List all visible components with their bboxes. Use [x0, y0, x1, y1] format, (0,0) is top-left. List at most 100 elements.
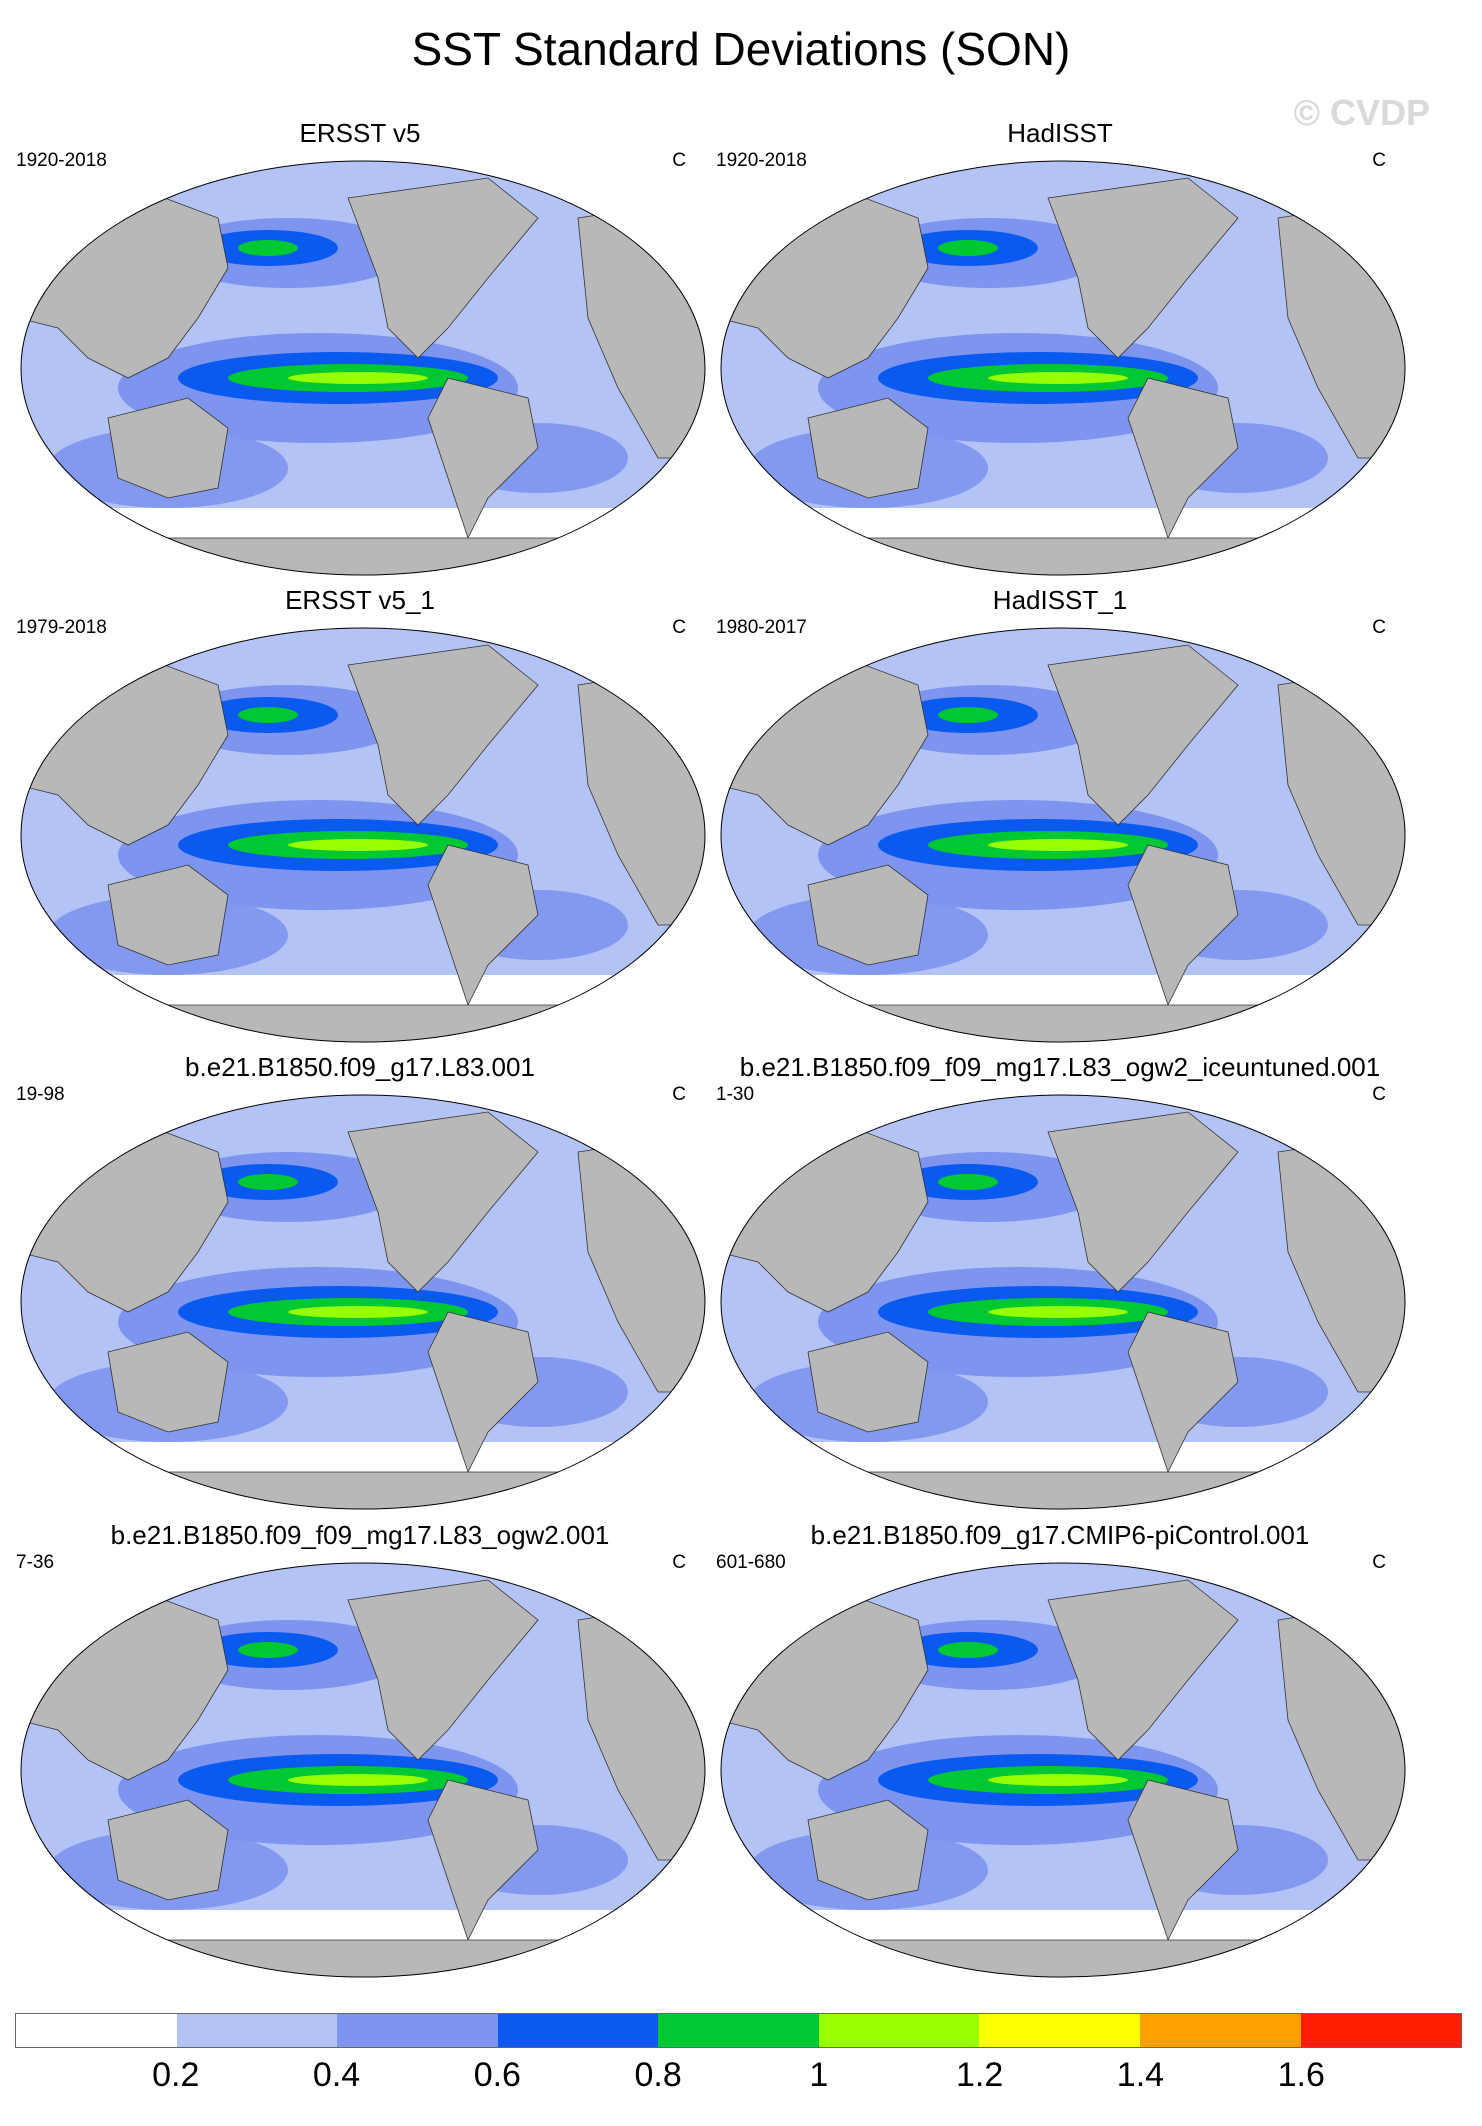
colorbar-label: 0.6	[473, 2056, 521, 2094]
colorbar-swatch	[818, 2014, 980, 2047]
cvdp-watermark: © CVDP	[1293, 92, 1430, 133]
panel-period: 1979-2018	[16, 617, 107, 638]
map-outline	[20, 627, 706, 1043]
map-panel: b.e21.B1850.f09_g17.L83.001 19-98 C	[10, 1052, 710, 1522]
north-america-landmass	[347, 177, 539, 359]
antarctica-landmass	[21, 1471, 705, 1509]
map-panel: ERSST v5_1 1979-2018 C	[10, 585, 710, 1055]
panel-units: C	[672, 1084, 686, 1105]
australia-landmass	[807, 397, 929, 499]
south-america-landmass	[1127, 377, 1239, 540]
world-map	[720, 1562, 1406, 1978]
colorbar-label: 1.2	[956, 2056, 1004, 2094]
southern-ocean-low	[721, 1442, 1405, 1472]
world-map	[20, 1094, 706, 1510]
panel-title: b.e21.B1850.f09_g17.L83.001	[185, 1052, 535, 1082]
southern-ocean-low	[21, 508, 705, 538]
australia-landmass	[107, 1799, 229, 1901]
colorbar	[15, 2013, 1462, 2048]
southern-ocean-low	[721, 975, 1405, 1005]
world-map	[720, 1094, 1406, 1510]
map-outline	[20, 1562, 706, 1978]
map-outline	[20, 1094, 706, 1510]
panel-title: ERSST v5_1	[285, 585, 435, 615]
panel-title: HadISST	[1007, 118, 1113, 148]
south-america-landmass	[1127, 1311, 1239, 1474]
panel-period: 601-680	[716, 1552, 786, 1573]
antarctica-landmass	[21, 1004, 705, 1042]
panel-title: HadISST_1	[992, 585, 1128, 615]
panel-period: 1920-2018	[16, 150, 107, 171]
panel-units: C	[672, 1552, 686, 1573]
world-map	[20, 1562, 706, 1978]
map-outline	[720, 1562, 1406, 1978]
map-outline	[720, 1094, 1406, 1510]
world-map	[720, 160, 1406, 576]
panel-period: 1-30	[716, 1084, 755, 1105]
australia-landmass	[107, 397, 229, 499]
australia-landmass	[807, 864, 929, 966]
north-america-landmass	[347, 1579, 539, 1761]
colorbar-swatch	[497, 2014, 659, 2047]
panel-title: b.e21.B1850.f09_g17.CMIP6-piControl.001	[810, 1520, 1310, 1550]
south-america-landmass	[427, 844, 539, 1007]
map-outline	[720, 627, 1406, 1043]
map-panel: ERSST v5 1920-2018 C	[10, 118, 710, 588]
panel-units: C	[1372, 1084, 1386, 1105]
map-panel: HadISST 1920-2018 C	[710, 118, 1410, 588]
map-panel: HadISST_1 1980-2017 C	[710, 585, 1410, 1055]
southern-ocean-low	[21, 1910, 705, 1940]
panel-units: C	[1372, 617, 1386, 638]
colorbar-label: 0.2	[152, 2056, 200, 2094]
australia-landmass	[107, 864, 229, 966]
world-map	[20, 160, 706, 576]
colorbar-swatch	[1139, 2014, 1301, 2047]
panel-period: 1920-2018	[716, 150, 807, 171]
antarctica-landmass	[721, 537, 1405, 575]
colorbar-swatch	[16, 2014, 177, 2047]
south-america-landmass	[1127, 844, 1239, 1007]
figure-title: SST Standard Deviations (SON)	[411, 23, 1071, 75]
panel-units: C	[1372, 1552, 1386, 1573]
southern-ocean-low	[21, 975, 705, 1005]
antarctica-landmass	[721, 1004, 1405, 1042]
north-america-landmass	[347, 644, 539, 826]
south-america-landmass	[427, 1311, 539, 1474]
antarctica-landmass	[21, 537, 705, 575]
panel-title: b.e21.B1850.f09_f09_mg17.L83_ogw2_iceunt…	[739, 1052, 1381, 1082]
panel-period: 7-36	[16, 1552, 55, 1573]
panel-period: 1980-2017	[716, 617, 807, 638]
colorbar-label: 1	[809, 2056, 829, 2094]
map-panel: b.e21.B1850.f09_g17.CMIP6-piControl.001 …	[710, 1520, 1410, 1990]
map-panel: b.e21.B1850.f09_f09_mg17.L83_ogw2_iceunt…	[710, 1052, 1410, 1522]
panel-units: C	[1372, 150, 1386, 171]
panel-units: C	[672, 150, 686, 171]
north-america-landmass	[347, 1111, 539, 1293]
north-america-landmass	[1047, 1111, 1239, 1293]
colorbar-swatch	[658, 2014, 819, 2047]
southern-ocean-low	[21, 1442, 705, 1472]
panel-title: b.e21.B1850.f09_f09_mg17.L83_ogw2.001	[110, 1520, 610, 1550]
colorbar-swatch	[1300, 2014, 1462, 2047]
colorbar-swatch	[337, 2014, 498, 2047]
colorbar-swatch	[176, 2014, 338, 2047]
antarctica-landmass	[21, 1939, 705, 1977]
colorbar-label: 1.4	[1116, 2056, 1165, 2094]
colorbar-label: 1.6	[1277, 2056, 1325, 2094]
north-america-landmass	[1047, 1579, 1239, 1761]
map-outline	[20, 160, 706, 576]
north-america-landmass	[1047, 644, 1239, 826]
south-america-landmass	[427, 1779, 539, 1942]
australia-landmass	[807, 1331, 929, 1433]
antarctica-landmass	[721, 1471, 1405, 1509]
world-map	[20, 627, 706, 1043]
panel-title: ERSST v5	[299, 118, 421, 148]
colorbar-label: 0.4	[312, 2056, 361, 2094]
antarctica-landmass	[721, 1939, 1405, 1977]
south-america-landmass	[1127, 1779, 1239, 1942]
north-america-landmass	[1047, 177, 1239, 359]
map-panel: b.e21.B1850.f09_f09_mg17.L83_ogw2.001 7-…	[10, 1520, 710, 1990]
world-map	[720, 627, 1406, 1043]
south-america-landmass	[427, 377, 539, 540]
panel-period: 19-98	[16, 1084, 65, 1105]
